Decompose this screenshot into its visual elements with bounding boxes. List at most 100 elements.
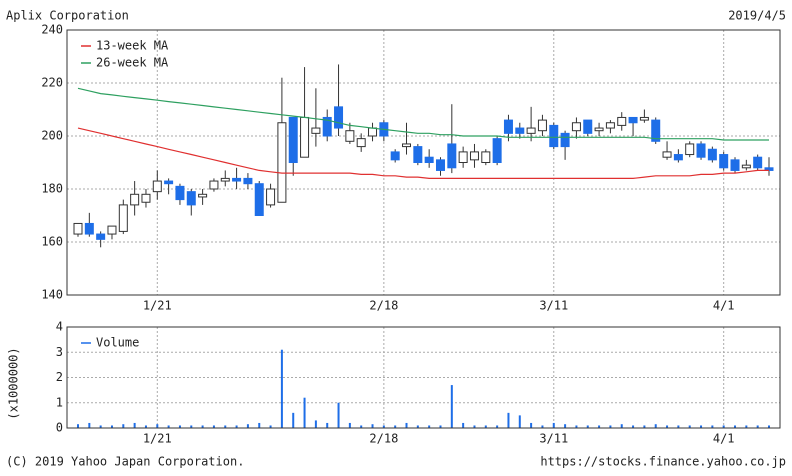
candle-body (730, 159, 740, 171)
volume-bar (586, 425, 589, 428)
candle-body (605, 122, 615, 129)
candle-body (447, 143, 457, 169)
volume-bar (394, 425, 397, 428)
candle-body (96, 233, 106, 240)
volume-bar (745, 425, 748, 428)
candle-body (322, 116, 332, 137)
copyright: (C) 2019 Yahoo Japan Corporation. (6, 455, 244, 469)
volume-bar (439, 425, 442, 428)
volume-bar (620, 424, 623, 428)
candle-body (118, 204, 128, 232)
volume-bar (598, 425, 601, 428)
y-tick-label: 1 (56, 395, 63, 409)
volume-bar (722, 425, 725, 428)
y-tick-label: 0 (56, 421, 63, 435)
y-tick-label: 4 (56, 320, 63, 334)
ma-line (77, 127, 769, 179)
volume-bar (178, 425, 181, 428)
volume-bar (122, 424, 125, 428)
x-tick-label: 4/1 (713, 432, 735, 446)
legend-label: 13-week MA (96, 39, 169, 53)
candle-body (673, 154, 683, 161)
volume-bar (246, 424, 249, 428)
candle-body (458, 151, 468, 163)
candle-body (390, 151, 400, 161)
candle-body (107, 225, 117, 235)
x-tick-label: 1/21 (143, 432, 172, 446)
x-tick-label: 2/18 (369, 432, 398, 446)
volume-bar (575, 425, 578, 428)
chart-title: Aplix Corporation (6, 9, 129, 23)
plot-frame (66, 326, 781, 429)
volume-bar (77, 424, 79, 428)
candle-body (232, 177, 242, 182)
volume-bar (314, 420, 317, 428)
candle-body (719, 154, 729, 169)
candle-body (334, 106, 344, 129)
volume-bar (269, 425, 272, 428)
candle-body (220, 177, 230, 182)
volume-bar (382, 425, 385, 428)
ma-line (77, 87, 769, 141)
x-tick-label: 3/11 (539, 432, 568, 446)
candle-body (435, 159, 445, 171)
volume-bar (711, 425, 714, 428)
volume-bar (326, 422, 329, 428)
candle-body (639, 116, 649, 121)
volume-bar (167, 425, 170, 428)
volume-bar (201, 425, 204, 428)
candle-body (198, 193, 208, 198)
candle-body (662, 151, 672, 158)
x-tick-label: 4/1 (713, 299, 735, 313)
y-tick-label: 2 (56, 370, 63, 384)
volume-bar (768, 425, 770, 428)
volume-bar (190, 425, 193, 428)
candle-body (164, 180, 174, 185)
y-tick-label: 160 (41, 235, 63, 249)
candle-body (526, 127, 536, 134)
volume-bar (428, 425, 431, 428)
volume-bar (235, 425, 238, 428)
candle-body (311, 127, 321, 134)
volume-bar (450, 385, 453, 428)
volume-bar (756, 425, 759, 428)
x-tick-label: 2/18 (369, 299, 398, 313)
volume-bar (110, 425, 113, 428)
y-tick-label: 240 (41, 23, 63, 37)
candle-body (288, 116, 298, 163)
volume-bar (405, 422, 408, 428)
candle-body (345, 130, 355, 142)
volume-bar (564, 424, 567, 428)
legend-label: 26-week MA (96, 56, 169, 70)
volume-bar (462, 422, 465, 428)
volume-bar (688, 425, 691, 428)
y-tick-label: 180 (41, 182, 63, 196)
candle-body (277, 122, 287, 203)
volume-bar (360, 425, 363, 428)
y-tick-label: 140 (41, 288, 63, 302)
candle-body (549, 124, 559, 148)
candle-body (152, 180, 162, 193)
candle-body (560, 132, 570, 148)
candle-body (481, 151, 491, 163)
volume-bar (507, 412, 510, 428)
candle-body (537, 119, 547, 132)
volume-bar (518, 415, 521, 428)
candle-body (583, 119, 593, 134)
volume-bar (734, 425, 737, 428)
candle-body (175, 185, 185, 201)
volume-bar (224, 425, 227, 428)
volume-bar (700, 425, 703, 428)
volume-bar (144, 425, 147, 428)
candle-body (84, 222, 94, 235)
volume-bar (609, 425, 612, 428)
candle-body (594, 127, 604, 132)
candle-body (243, 177, 253, 185)
y-tick-label: 220 (41, 76, 63, 90)
volume-bar (530, 422, 533, 428)
candle-body (402, 143, 412, 148)
x-tick-label: 1/21 (143, 299, 172, 313)
candle-body (707, 148, 717, 161)
